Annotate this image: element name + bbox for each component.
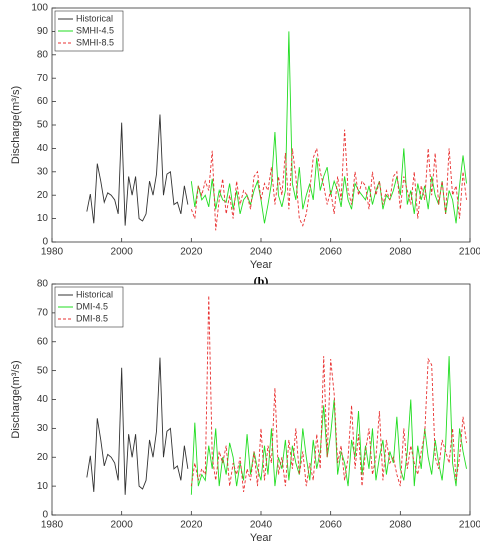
y-tick-label: 10: [37, 213, 49, 224]
y-tick-label: 90: [37, 26, 49, 37]
legend-label: Historical: [76, 13, 113, 23]
x-tick-label: 2100: [459, 520, 480, 531]
y-axis-label: Discharge(m³/s): [10, 86, 22, 164]
y-tick-label: 30: [37, 423, 49, 434]
legend-label: Historical: [76, 289, 113, 299]
x-tick-label: 2020: [180, 247, 203, 258]
series-line: [86, 114, 189, 226]
y-tick-label: 40: [37, 143, 49, 154]
x-axis-label: Year: [250, 259, 273, 271]
series-line: [190, 129, 467, 231]
legend-label: SMHI-8.5: [76, 37, 114, 47]
legend-label: DMI-8.5: [76, 313, 108, 323]
y-axis-label: Discharge(m³/s): [10, 360, 22, 438]
caption: (c): [254, 547, 267, 550]
legend-label: DMI-4.5: [76, 301, 108, 311]
legend-label: SMHI-4.5: [76, 25, 114, 35]
x-tick-label: 2100: [459, 247, 480, 258]
y-tick-label: 50: [37, 365, 49, 376]
y-tick-label: 80: [37, 49, 49, 60]
series-line: [190, 295, 467, 492]
x-tick-label: 2080: [389, 520, 412, 531]
x-tick-label: 1980: [41, 247, 64, 258]
y-tick-label: 40: [37, 394, 49, 405]
y-tick-label: 70: [37, 308, 49, 319]
x-tick-label: 2000: [111, 520, 134, 531]
x-tick-label: 1980: [41, 520, 64, 531]
y-tick-label: 30: [37, 166, 49, 177]
series-line: [190, 31, 467, 224]
x-axis-label: Year: [250, 532, 273, 544]
y-tick-label: 100: [31, 3, 48, 14]
y-tick-label: 20: [37, 452, 49, 463]
y-tick-label: 0: [42, 510, 48, 521]
x-tick-label: 2080: [389, 247, 412, 258]
y-tick-label: 60: [37, 336, 49, 347]
y-tick-label: 20: [37, 190, 49, 201]
series-line: [86, 357, 189, 495]
x-tick-label: 2040: [250, 247, 273, 258]
x-tick-label: 2060: [320, 247, 343, 258]
y-tick-label: 70: [37, 73, 49, 84]
x-tick-label: 2040: [250, 520, 273, 531]
x-tick-label: 2000: [111, 247, 134, 258]
y-tick-label: 60: [37, 96, 49, 107]
y-tick-label: 80: [37, 279, 49, 290]
y-tick-label: 0: [42, 237, 48, 248]
x-tick-label: 2060: [320, 520, 343, 531]
series-line: [190, 356, 467, 495]
x-tick-label: 2020: [180, 520, 203, 531]
y-tick-label: 50: [37, 120, 49, 131]
y-tick-label: 10: [37, 481, 49, 492]
